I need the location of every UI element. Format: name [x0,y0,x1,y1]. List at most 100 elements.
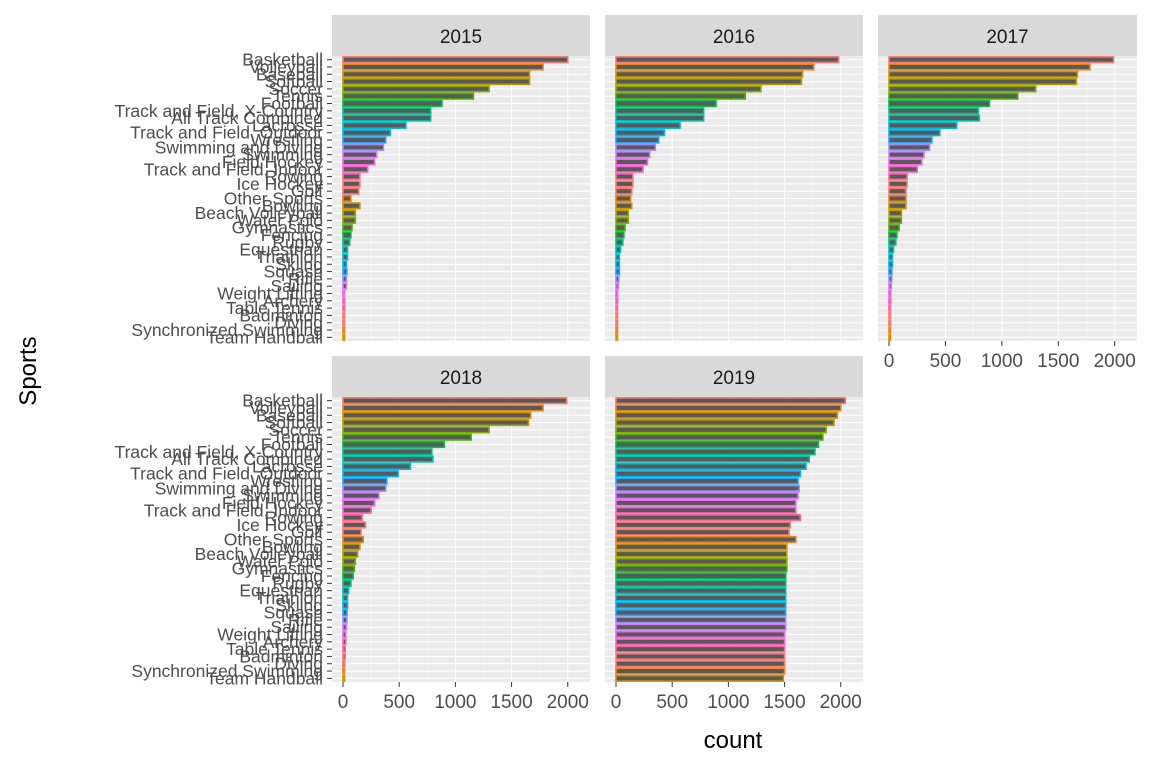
bar-table-tennis [615,645,786,653]
bar-gymnastics [615,224,626,232]
y-tick-label: Soccer [269,420,324,440]
bar-other-sports [615,194,632,203]
x-tick-label: 2000 [547,692,589,713]
bar-badminton [615,652,786,661]
bar-lacrosse [615,121,681,130]
y-tick-label: Skiing [275,595,323,615]
bar-all-track-combined [615,455,811,463]
bar-rugby [888,238,897,246]
bar-tennis [342,433,472,441]
bar-track-and-field-outdoor [342,129,392,137]
bar-synchronized-swimming [342,326,346,334]
y-tick-label: Basketball [242,50,323,70]
bar-badminton [342,652,347,661]
bar-wrestling [342,136,387,144]
bar-basketball [342,56,569,64]
x-tick-label: 0 [611,692,622,713]
bar-bowling [342,202,361,210]
facet-strip-label: 2018 [440,368,482,389]
bar-equestrian [888,246,895,254]
bar-football [342,440,445,449]
y-tick-label: Track and Field, X-Country [115,101,324,121]
bar-skiing [342,260,348,268]
bar-sailing [888,282,893,290]
bar-lacrosse [342,121,407,130]
y-tick-label: Rifle [288,269,323,289]
y-tick-label: Beach Volleyball [195,544,323,564]
bar-wrestling [615,136,660,144]
bar-skiing [888,260,894,268]
bar-wrestling [888,136,933,144]
y-tick-label: Lacrosse [252,115,323,135]
bar-archery [615,297,619,305]
bar-all-track-combined [888,114,981,122]
x-tick-label: 2000 [820,692,862,713]
y-tick-label: Ice Hockey [236,174,323,194]
y-tick-label: Archery [263,291,324,311]
bar-squash [615,608,787,617]
bar-basketball [615,397,847,405]
bar-golf [615,187,633,195]
bar-synchronized-swimming [342,667,346,675]
y-tick-label: Beach Volleyball [195,203,323,223]
bar-rugby [342,238,351,246]
bar-weight-lifting [888,289,892,298]
y-tick-label: Fencing [261,225,323,245]
bar-gymnastics [888,224,900,232]
x-tick-label: 500 [930,351,962,372]
bar-volleyball [342,404,544,412]
y-tick-label: Field Hockey [222,493,323,513]
bar-table-tennis [615,304,619,312]
bar-rowing [615,173,634,181]
bar-swimming-and-diving [615,143,657,151]
facet-strip-label: 2019 [713,368,755,389]
bar-swimming [888,151,925,159]
bar-diving [615,660,786,668]
bar-synchronized-swimming [615,667,786,675]
bar-golf [888,187,907,195]
bar-soccer [342,426,490,434]
bar-tennis [888,92,1019,100]
y-tick-label: Diving [274,654,323,674]
bar-equestrian [342,246,349,254]
y-tick-label: Volleyball [249,57,323,77]
bar-field-hockey [888,158,923,166]
bar-gymnastics [342,565,356,573]
bar-archery [342,297,346,305]
y-tick-label: Tennis [272,86,323,106]
y-tick-label: Synchronized Swimming [131,320,323,340]
y-tick-label: Synchronized Swimming [131,661,323,681]
bar-team-handball [615,674,785,682]
bar-lacrosse [888,121,958,130]
y-tick-label: Water Polo [237,551,323,571]
y-tick-label: Lacrosse [252,456,323,476]
facet-strip [332,356,590,397]
bar-fencing [342,572,354,580]
bar-track-and-field-indoor [342,165,369,173]
bar-volleyball [615,404,842,412]
bar-track-and-field-outdoor [342,470,399,478]
bar-beach-volleyball [888,209,903,217]
y-tick-label: Gymnastics [232,218,324,238]
bar-lacrosse [342,462,412,470]
bar-soccer [342,85,490,93]
x-tick-label: 1500 [1037,351,1079,372]
y-tick-label: Swimming and Diving [155,478,323,498]
bar-equestrian [342,587,350,595]
bar-track-and-field-x-country [342,107,432,115]
bar-golf [615,528,790,536]
y-tick-label: Fencing [261,566,323,586]
bar-baseball [342,70,531,78]
y-tick-label: Other Sports [224,189,323,209]
x-tick-label: 1500 [763,692,805,713]
facet-strip [332,15,590,56]
y-tick-label: Team Handball [206,668,323,688]
y-tick-label: Table Tennis [226,298,323,318]
bar-weight-lifting [342,630,347,639]
y-tick-label: Volleyball [249,398,323,418]
bar-rowing [615,513,802,522]
x-tick-label: 0 [884,351,895,372]
bar-soccer [888,85,1037,93]
y-tick-label: Rowing [265,508,323,528]
y-tick-label: Rugby [272,573,323,593]
